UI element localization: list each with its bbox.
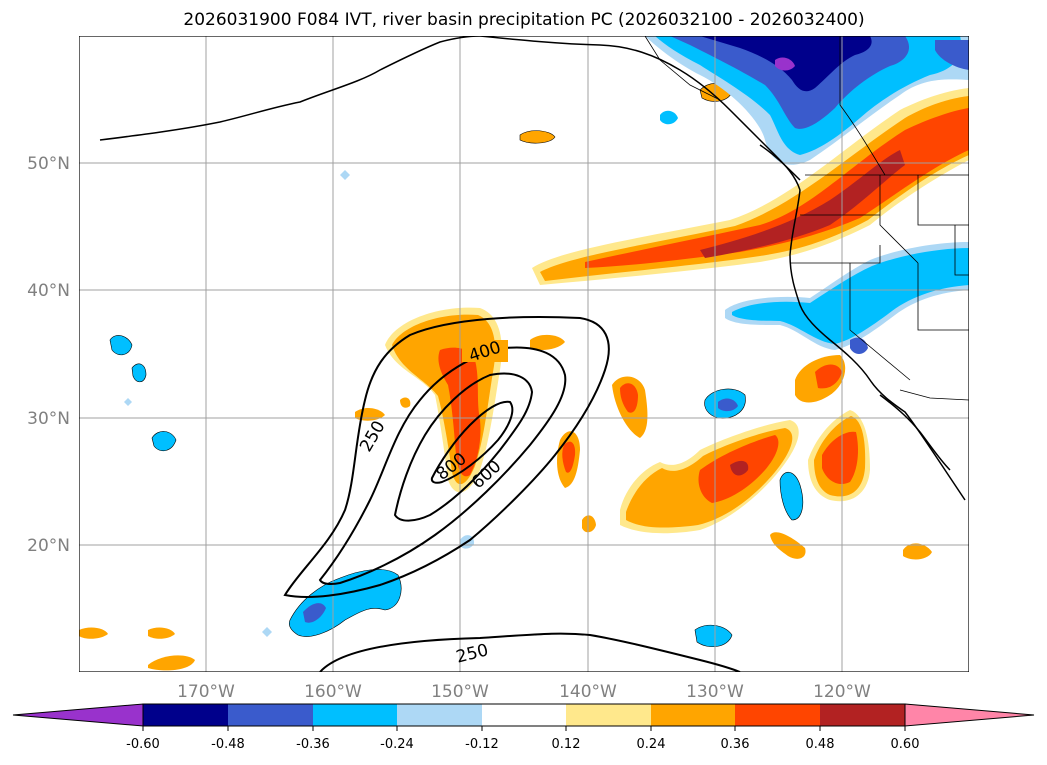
precip-neg-1-royal [718,398,738,412]
colorbar-tick-label: -0.48 [211,737,245,752]
precip-neg-2 [779,472,804,521]
lon-tick-labels: 170°W 160°W 150°W 140°W 130°W 120°W [177,682,871,702]
colorbar-tick-label: -0.60 [126,737,160,752]
precip-neg-11 [124,398,132,406]
borders [644,36,969,401]
ivt-contour-250-north [283,315,610,598]
colorbar-segment [735,704,820,726]
precip-neg-3 [694,624,733,648]
precip-blob-small-3 [530,334,565,350]
contour-label-bg-400 [462,340,508,362]
border-alaska [644,36,721,101]
lat-tick-30n: 30°N [27,409,70,429]
colorbar: -0.60 -0.48 -0.36 -0.24 -0.12 0.12 0.24 … [12,703,1035,752]
precip-blob-small-1 [519,130,556,144]
colorbar-segment [143,704,228,726]
map-panel: 400 250 800 600 250 [79,36,969,672]
precip-blob-east-5 [903,543,932,560]
precip-negative-shading [109,36,969,648]
figure-title: 2026031900 F084 IVT, river basin precipi… [183,10,864,30]
colorbar-tick-label: 0.24 [637,737,666,752]
colorbar-segment [566,704,651,726]
border-wyoming [954,225,969,276]
lon-tick-160w: 160°W [304,682,362,702]
colorbar-tick-label: 0.48 [806,737,835,752]
colorbar-tick-label: -0.24 [380,737,414,752]
precip-neg-canada-purple [775,57,795,71]
ivt-contour-400 [318,346,567,585]
precip-neg-4-royal [303,603,326,623]
precip-blob-east-2-red [822,431,858,485]
precip-neg-california-blue [732,248,969,344]
colorbar-segment [397,704,482,726]
colorbar-segment [651,704,735,726]
coastline-gulf-of-alaska [479,36,801,191]
border-utah [917,263,969,331]
colorbar-frame [142,703,906,727]
lon-tick-130w: 130°W [686,682,744,702]
colorbar-extend-high [904,703,1035,727]
precip-blob-east-4 [770,532,806,559]
coastline-west-coast [789,189,966,501]
precip-neg-9 [262,627,272,637]
coastlines [99,36,966,501]
border-bc-alberta [839,36,886,176]
colorbar-segment [228,704,313,726]
colorbar-tick-label: 0.60 [891,737,920,752]
coastline-alaska-peninsula [99,36,481,141]
precip-positive-shading [79,83,969,671]
border-nevada [849,263,911,381]
precip-neg-5 [109,335,133,356]
colorbar-tick-label: -0.36 [296,737,330,752]
precip-neg-7 [151,431,177,452]
border-montana [917,175,969,226]
precip-blob-central-red [438,347,481,477]
precip-neg-6 [131,363,147,383]
precip-blob-east-1-darkred [730,460,749,476]
colorbar-segment [313,704,397,726]
colorbar-tick-marks [142,726,906,731]
precip-blob-west-2 [148,627,175,639]
ivt-contour-250-south [319,632,741,672]
precip-neg-12 [660,110,678,125]
ivt-contour-600 [393,372,534,522]
colorbar-segment [820,704,905,726]
lon-tick-120w: 120°W [813,682,871,702]
precip-blob-small-4-red [620,383,638,413]
precip-neg-canada-royal [670,36,910,129]
border-idaho [879,175,919,264]
coastline-vancouver-island [759,144,801,181]
lat-tick-40n: 40°N [27,281,70,301]
precip-band-pacific-nw-darkred [700,150,905,258]
ivt-contour-800 [430,400,514,484]
border-us-mexico [899,389,969,401]
precip-neg-8 [340,170,350,180]
lat-tick-20n: 20°N [27,536,70,556]
precip-blob-southwest [148,655,195,671]
colorbar-tick-label: -0.12 [465,737,499,752]
lon-tick-170w: 170°W [177,682,235,702]
precip-blob-small-5-red [562,441,576,473]
colorbar-extend-low [12,703,144,727]
gridlines [79,36,969,672]
lon-tick-150w: 150°W [431,682,489,702]
lat-tick-labels: 50°N 40°N 30°N 20°N [27,154,70,556]
precip-neg-ne-corner [935,40,969,70]
ivt-contours [283,315,741,672]
border-or-ca [790,245,881,264]
precip-blob-west-1 [79,627,108,639]
colorbar-tick-label: 0.12 [552,737,581,752]
colorbar-tick-label: 0.36 [721,737,750,752]
precip-blob-small-8 [400,397,411,408]
lon-tick-140w: 140°W [559,682,617,702]
colorbar-segment [482,704,566,726]
lat-tick-50n: 50°N [27,154,70,174]
precip-blob-small-6 [582,515,596,533]
coastline-baja [879,394,951,471]
precip-blob-east-3-red [815,364,842,389]
